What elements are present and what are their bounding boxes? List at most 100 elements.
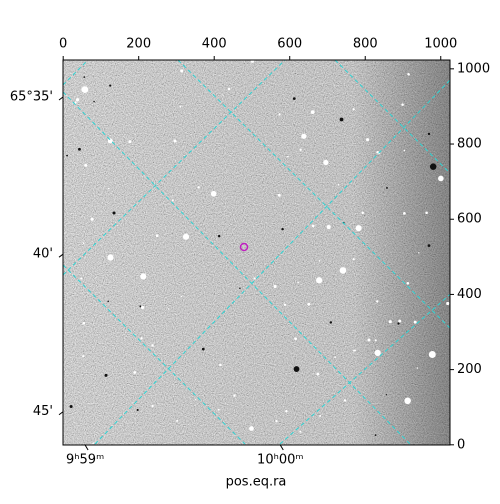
- dec-tick: [58, 96, 64, 101]
- ra-tick-label: 10ʰ00ᵐ: [257, 453, 303, 468]
- x-tick-label: 600: [277, 37, 302, 52]
- x-tick-label: 800: [353, 37, 378, 52]
- star: [428, 350, 436, 358]
- star: [75, 98, 80, 102]
- star: [376, 150, 379, 154]
- star: [367, 338, 371, 342]
- y-tick-label: 1000: [457, 61, 490, 76]
- star: [69, 404, 73, 409]
- star: [292, 97, 296, 100]
- star: [376, 300, 379, 303]
- star: [201, 347, 205, 351]
- star: [93, 100, 95, 103]
- star: [293, 366, 300, 372]
- star: [374, 349, 381, 357]
- star: [140, 337, 143, 340]
- star: [413, 320, 417, 324]
- star: [316, 372, 320, 376]
- dec-tick-label: 40': [33, 247, 53, 262]
- star: [319, 414, 322, 417]
- star: [427, 244, 431, 247]
- star: [446, 301, 450, 306]
- y-tick-label: 400: [457, 287, 482, 302]
- star: [403, 149, 406, 152]
- y-tick-label: 0: [457, 437, 465, 452]
- star: [109, 84, 112, 87]
- star: [84, 163, 88, 167]
- star: [140, 273, 147, 280]
- star: [307, 302, 311, 306]
- star: [249, 426, 254, 431]
- star: [403, 212, 406, 215]
- star: [179, 105, 182, 108]
- star: [283, 303, 287, 306]
- star: [397, 322, 400, 325]
- ra-tick: [279, 444, 284, 451]
- star: [352, 258, 355, 261]
- star: [151, 404, 154, 408]
- x-tick-label: 0: [59, 37, 67, 52]
- star: [80, 277, 83, 280]
- ra-tick-label: 9ʰ59ᵐ: [66, 453, 104, 468]
- star: [107, 187, 110, 190]
- star: [425, 211, 428, 215]
- star: [197, 186, 200, 189]
- star: [311, 224, 315, 228]
- star: [136, 408, 139, 411]
- target-marker: [239, 242, 249, 252]
- star: [404, 397, 411, 405]
- star: [278, 113, 281, 116]
- star: [294, 337, 297, 341]
- star: [273, 284, 277, 289]
- star: [219, 363, 222, 367]
- star: [217, 408, 220, 411]
- y-tick-label: 600: [457, 212, 482, 227]
- star: [83, 76, 86, 78]
- star: [104, 373, 108, 377]
- star: [176, 419, 179, 422]
- star: [355, 225, 362, 232]
- star: [74, 101, 77, 104]
- star: [140, 305, 145, 310]
- star: [353, 349, 355, 352]
- dec-tick: [58, 253, 64, 258]
- sky-image: [63, 60, 450, 445]
- star: [82, 242, 85, 245]
- stars: [66, 60, 450, 445]
- star: [343, 399, 347, 402]
- star: [82, 322, 86, 325]
- star: [107, 138, 113, 144]
- star: [401, 103, 404, 106]
- star: [287, 155, 289, 158]
- star: [318, 260, 321, 262]
- star: [285, 409, 288, 413]
- star: [92, 442, 94, 445]
- star: [233, 394, 236, 397]
- dec-tick-label: 45': [33, 404, 53, 419]
- star: [107, 300, 109, 303]
- star: [82, 355, 85, 358]
- star: [374, 434, 377, 436]
- star: [222, 94, 224, 96]
- star: [173, 139, 177, 143]
- star: [112, 211, 116, 215]
- star: [194, 399, 197, 401]
- star: [155, 234, 159, 237]
- star: [107, 254, 114, 261]
- star: [151, 344, 154, 347]
- star: [78, 147, 81, 151]
- star: [352, 108, 355, 111]
- star: [386, 186, 388, 189]
- star: [180, 69, 184, 73]
- dec-tick: [58, 411, 64, 416]
- ra-tick: [84, 444, 89, 451]
- star: [406, 281, 410, 285]
- star: [66, 154, 68, 157]
- x-tick-label: 400: [202, 37, 227, 52]
- star: [275, 419, 278, 423]
- x-tick-label: 200: [126, 37, 151, 52]
- star: [334, 356, 337, 358]
- star: [227, 87, 231, 91]
- star: [301, 133, 307, 139]
